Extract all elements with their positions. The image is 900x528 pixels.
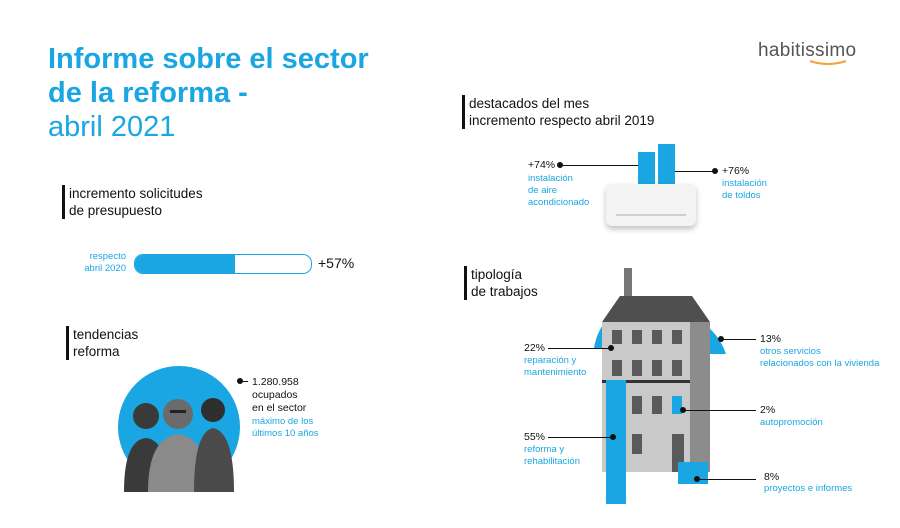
aire-value: +74% (528, 159, 556, 171)
tipologia-heading-line-1: tipología (471, 267, 523, 282)
ocupados-line-2: ocupados (252, 389, 298, 401)
aire-label-line-1: instalación (528, 173, 573, 184)
comparison-label: respecto abril 2020 (66, 251, 126, 275)
ocupados-note-line-2: últimos 10 años (252, 428, 319, 439)
tendencias-heading: tendencias reforma (66, 326, 138, 360)
toldos-label: instalación de toldos (722, 178, 767, 202)
brand-logo: habitissimo (758, 40, 856, 62)
toldos-dot (712, 168, 718, 174)
solicitudes-progress-bar (134, 254, 312, 274)
aire-label-line-2: de aire (528, 185, 558, 196)
aire-connector (560, 165, 638, 166)
tipologia-label-22-line-2: mantenimiento (524, 367, 587, 378)
tipologia-label-2-line-1: autopromoción (760, 417, 823, 428)
aire-dot (557, 162, 563, 168)
tipologia-heading: tipología de trabajos (464, 266, 538, 300)
tendencias-heading-line-1: tendencias (73, 327, 139, 342)
tipologia-connector-22 (548, 348, 610, 349)
tipologia-connector-13 (722, 339, 756, 340)
ocupados-line-3: en el sector (252, 402, 307, 414)
tipologia-dot-2 (680, 407, 686, 413)
tipologia-label-8-line-1: proyectos e informes (764, 483, 853, 494)
title-line-2: de la reforma - (48, 77, 248, 109)
destacados-heading: destacados del mes incremento respecto a… (462, 95, 654, 129)
destacados-heading-line-2: incremento respecto abril 2019 (469, 113, 655, 128)
solicitudes-heading-line-2: de presupuesto (69, 203, 163, 218)
building-image (594, 268, 726, 504)
destacados-heading-line-1: destacados del mes (469, 96, 590, 111)
tipologia-connector-2 (684, 410, 756, 411)
tipologia-dot-55 (610, 434, 616, 440)
tipologia-dot-13 (718, 336, 724, 342)
toldos-label-line-2: de toldos (722, 190, 761, 201)
ocupados-note: máximo de los últimos 10 años (252, 416, 319, 440)
logo-text: habitissimo (758, 40, 857, 61)
page-title: Informe sobre el sector de la reforma - … (48, 42, 369, 144)
aire-label-line-3: acondicionado (528, 197, 590, 208)
tipologia-connector-8 (698, 479, 756, 480)
tipologia-label-2: autopromoción (760, 417, 823, 429)
tipologia-value-2: 2% (760, 404, 776, 416)
tipologia-label-8: proyectos e informes (764, 483, 852, 495)
tipologia-label-55-line-2: rehabilitación (524, 456, 580, 467)
tipologia-connector-55 (548, 437, 612, 438)
tipologia-value-22: 22% (524, 342, 546, 354)
aire-label: instalación de aire acondicionado (528, 173, 589, 209)
tipologia-value-13: 13% (760, 333, 782, 345)
comparison-label-line-1: respecto (89, 251, 126, 262)
tipologia-label-22-line-1: reparación y (524, 355, 577, 366)
tipologia-value-55: 55% (524, 431, 546, 443)
tipologia-dot-22 (608, 345, 614, 351)
tipologia-label-55: reforma y rehabilitación (524, 444, 580, 468)
air-conditioner-image (606, 184, 696, 226)
tipologia-label-13: otros servicios relacionados con la vivi… (760, 346, 879, 370)
solicitudes-heading-line-1: incremento solicitudes (69, 186, 203, 201)
tipologia-label-55-line-1: reforma y (524, 444, 565, 455)
tipologia-heading-line-2: de trabajos (471, 284, 538, 299)
ocupados-value: 1.280.958 ocupados en el sector (252, 376, 306, 415)
toldos-value: +76% (722, 165, 750, 177)
logo-smile-icon (809, 60, 847, 65)
tipologia-label-22: reparación y mantenimiento (524, 355, 586, 379)
solicitudes-heading: incremento solicitudes de presupuesto (62, 185, 203, 219)
ocupados-line-1: 1.280.958 (252, 376, 299, 388)
tipologia-label-13-line-2: relacionados con la vivienda (760, 358, 880, 369)
ocupados-note-line-1: máximo de los (252, 416, 314, 427)
tipologia-dot-8 (694, 476, 700, 482)
tipologia-label-13-line-1: otros servicios (760, 346, 821, 357)
people-photo (124, 398, 234, 492)
title-line-1: Informe sobre el sector (48, 43, 369, 75)
solicitudes-value: +57% (318, 255, 355, 271)
title-line-3: abril 2021 (48, 111, 176, 143)
tipologia-value-8: 8% (764, 471, 780, 483)
toldos-label-line-1: instalación (722, 178, 767, 189)
progress-fill (135, 255, 236, 273)
toldos-connector (675, 171, 715, 172)
comparison-label-line-2: abril 2020 (84, 263, 126, 274)
ocupados-connector (240, 381, 248, 382)
tendencias-heading-line-2: reforma (73, 344, 120, 359)
